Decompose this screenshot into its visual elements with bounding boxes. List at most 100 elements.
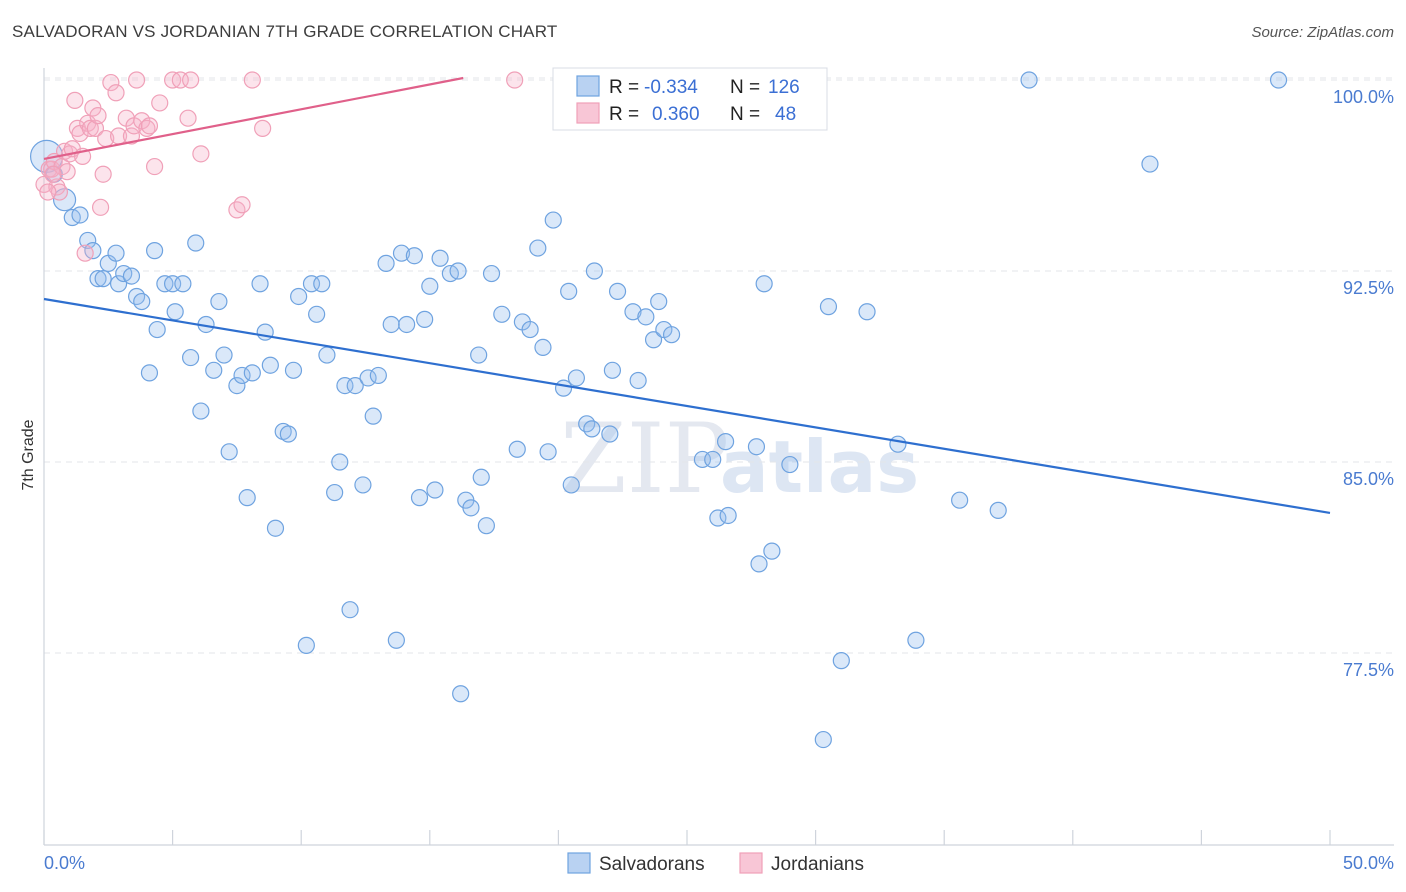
salvadoran-point [470,346,488,364]
y-tick-label: 100.0% [1333,87,1394,107]
jordanian-point [145,157,164,176]
jordanian-point [243,71,261,89]
salvadoran-point [331,453,349,471]
legend-n-value-1: 126 [768,77,800,98]
salvadoran-point [313,275,331,293]
salvadoran-point [567,369,586,387]
salvadoran-point [951,491,969,509]
salvadoran-point [148,320,166,339]
y-tick-label: 77.5% [1343,660,1394,680]
salvadoran-point [462,499,480,517]
x-tick-label-50: 50.0% [1343,853,1394,873]
jordanian-point [182,71,200,89]
salvadoran-point [410,489,429,507]
salvadoran-point [562,476,580,494]
salvadorans-trendline [43,297,1331,515]
salvadoran-point [637,308,655,326]
salvadoran-point [534,338,552,356]
salvadoran-point [989,501,1007,519]
salvadoran-point [747,438,766,456]
salvadoran-point [650,292,668,311]
jordanian-point [66,91,84,109]
jordanian-point [102,73,120,92]
salvadoran-point [449,262,467,280]
salvadoran-point [431,249,449,267]
y-tick-labels: 77.5% 85.0% 92.5% 100.0% [1333,87,1394,680]
jordanian-point [39,183,57,201]
salvadoran-point [192,402,210,420]
salvadoran-point [814,730,832,749]
x-tick-marks [43,830,1331,845]
salvadoran-point [251,275,269,293]
salvadoran-point [243,364,261,382]
salvadoran-point [326,483,344,502]
salvadoran-point [387,631,405,649]
salvadoran-point [1269,71,1288,89]
salvadoran-point [421,277,439,295]
series-swatch-salvadorans [567,852,591,874]
salvadoran-point [585,262,604,280]
chart-title: SALVADORAN VS JORDANIAN 7TH GRADE CORREL… [12,22,558,41]
jordanians-trendline [43,76,464,161]
salvadoran-point [382,315,400,334]
series-legend: Salvadorans Jordanians [567,852,864,875]
salvadoran-point [377,254,395,272]
salvadoran-point [704,450,722,469]
legend-n-label-1: N = [730,77,760,98]
jordanian-point [228,201,246,219]
salvadoran-point [127,287,146,306]
salvadoran-point [477,517,495,535]
salvadoran-point [359,369,377,387]
salvadoran-point [341,601,359,619]
salvadoran-point [482,264,501,283]
salvadoran-point [205,361,223,379]
salvadoran-point [210,292,228,311]
salvadoran-point [297,636,315,654]
salvadoran-point [750,555,768,573]
salvadoran-point [1141,155,1159,173]
salvadoran-point [716,433,735,451]
legend-r-label-1: R = [609,77,639,98]
salvadoran-point [662,326,681,344]
salvadoran-point [544,211,562,229]
jordanian-point [138,119,156,137]
jordanians-points [35,71,524,262]
salvadoran-point [94,270,112,288]
salvadoran-point [279,425,297,443]
jordanian-point [127,71,146,89]
salvadoran-point [608,282,627,300]
stats-legend: R = -0.334 N = 126 R = 0.360 N = 48 [552,67,828,131]
salvadoran-point [71,206,89,224]
salvadoran-point [238,489,256,507]
salvadoran-point [145,242,164,260]
y-tick-label: 92.5% [1343,278,1394,298]
salvadoran-point [529,239,547,257]
salvadoran-point [346,377,364,395]
salvadoran-point [187,234,205,252]
salvadoran-point [228,377,246,395]
salvadoran-point [603,361,622,379]
salvadoran-point [109,275,128,293]
series-label-salvadorans: Salvadorans [599,854,705,875]
salvadoran-point [290,287,308,306]
salvadoran-point [122,267,141,285]
salvadoran-point [133,292,151,311]
salvadoran-point [578,415,596,433]
salvadoran-point [233,366,251,385]
salvadoran-point [452,685,470,703]
series-label-jordanians: Jordanians [771,854,864,875]
salvadoran-point [539,443,557,461]
salvadoran-point [889,435,907,453]
series-swatch-jordanians [739,852,763,874]
salvadoran-point [763,542,781,560]
salvadoran-point [709,509,727,527]
salvadoran-point [832,652,850,670]
jordanian-point [140,117,159,135]
x-tick-label-0: 0.0% [44,853,85,873]
jordanian-point [192,145,210,163]
salvadoran-point [107,244,125,262]
y-axis-title: 7th Grade [20,419,37,490]
salvadoran-point [719,506,737,525]
salvadoran-point [858,303,876,321]
salvadoran-point [369,366,387,385]
